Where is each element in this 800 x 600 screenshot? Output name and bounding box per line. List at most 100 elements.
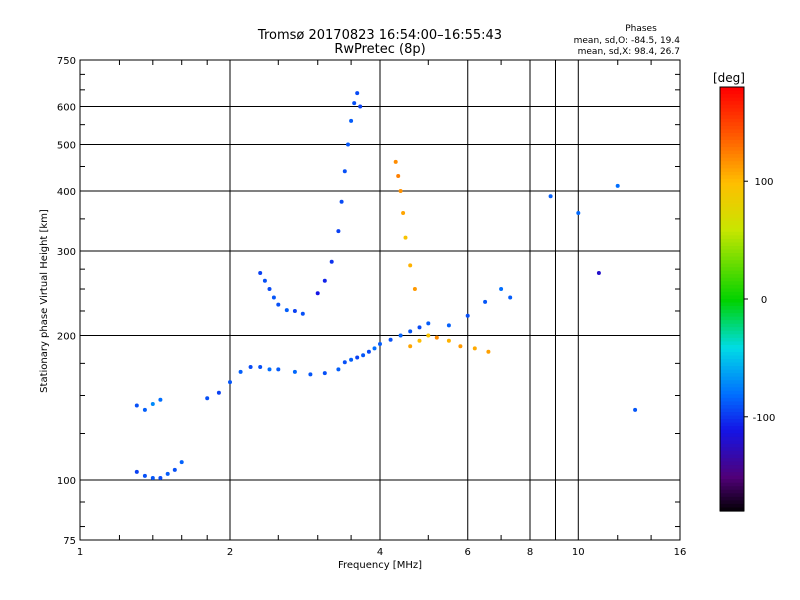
colorbar-segment — [720, 337, 744, 342]
data-point — [465, 313, 470, 318]
data-point — [408, 344, 413, 349]
y-tick-label: 600 — [57, 103, 76, 114]
chart-title: Tromsø 20170823 16:54:00–16:55:43 — [257, 28, 502, 43]
y-tick-label: 200 — [57, 332, 76, 343]
colorbar-segment — [720, 111, 744, 116]
data-point — [398, 333, 403, 338]
colorbar-segment — [720, 401, 744, 406]
data-point — [548, 194, 553, 199]
colorbar-segment — [720, 369, 744, 374]
colorbar-segment — [720, 299, 744, 304]
colorbar-segment — [720, 306, 744, 311]
data-point — [346, 142, 350, 147]
colorbar-tick-label: -100 — [753, 413, 776, 424]
colorbar-segment — [720, 465, 744, 470]
data-point — [349, 118, 354, 123]
colorbar-segment — [720, 288, 744, 293]
colorbar-segment — [720, 171, 744, 176]
colorbar-segment — [720, 482, 744, 487]
data-point — [446, 338, 451, 343]
x-tick-label: 2 — [227, 547, 233, 558]
data-point — [352, 101, 357, 106]
data-point — [355, 91, 360, 96]
colorbar-segment — [720, 150, 744, 155]
y-tick-label: 300 — [57, 247, 76, 258]
colorbar-segment — [720, 419, 744, 424]
colorbar-segment — [720, 327, 744, 332]
data-point — [172, 467, 177, 472]
colorbar-segment — [720, 362, 744, 367]
colorbar-segment — [720, 122, 744, 127]
y-tick-label: 75 — [63, 536, 76, 547]
colorbar-segment — [720, 397, 744, 403]
x-tick-label: 16 — [674, 547, 687, 558]
data-point — [633, 407, 638, 412]
colorbar-segment — [720, 87, 744, 92]
colorbar-segment — [720, 136, 744, 141]
colorbar-segment — [720, 161, 744, 166]
colorbar-segment — [720, 426, 744, 431]
data-point — [158, 397, 163, 402]
chart-subtitle: RwPretec (8p) — [334, 42, 425, 57]
data-point — [262, 278, 267, 283]
colorbar-segment — [720, 164, 744, 169]
colorbar-tick-label: 100 — [754, 177, 773, 188]
data-point — [408, 263, 413, 268]
data-points — [134, 91, 638, 480]
colorbar-segment — [720, 479, 744, 484]
colorbar-segment — [720, 193, 744, 198]
data-point — [434, 335, 439, 340]
colorbar-label: [deg] — [713, 71, 745, 85]
x-tick-label: 4 — [377, 547, 383, 558]
colorbar-segment — [720, 115, 744, 120]
data-point — [336, 367, 341, 372]
colorbar-segment — [720, 221, 744, 226]
data-point — [267, 367, 272, 372]
colorbar-segment — [720, 500, 744, 505]
x-tick-label: 1 — [77, 547, 83, 558]
colorbar-segment — [720, 348, 744, 353]
colorbar-segment — [720, 355, 744, 360]
data-point — [258, 271, 263, 275]
data-point — [361, 353, 366, 358]
colorbar-segment — [720, 440, 744, 445]
colorbar-segment — [720, 320, 744, 325]
colorbar-segment — [720, 235, 744, 240]
data-point — [150, 476, 155, 480]
x-axis-label: Frequency [MHz] — [338, 560, 422, 571]
data-point — [576, 211, 581, 215]
data-point — [271, 295, 276, 300]
colorbar-segment — [720, 380, 744, 385]
colorbar-segment — [720, 373, 744, 378]
colorbar-segment — [720, 450, 744, 456]
colorbar-segment — [720, 443, 744, 448]
colorbar-segment — [720, 461, 744, 466]
data-point — [179, 460, 184, 465]
colorbar-segment — [720, 185, 744, 191]
colorbar-segment — [720, 203, 744, 208]
colorbar-segment — [720, 344, 744, 350]
data-point — [276, 367, 281, 372]
data-point — [322, 371, 327, 376]
data-point — [472, 346, 477, 351]
y-axis-label: Stationary phase Virtual Height [km] — [39, 209, 50, 393]
colorbar-segment — [720, 390, 744, 395]
colorbar-segment — [720, 101, 744, 106]
colorbar-segment — [720, 468, 744, 473]
data-point — [408, 329, 413, 334]
colorbar-segment — [720, 281, 744, 286]
phases-title: Phases — [625, 24, 657, 34]
colorbar: 100 0 -100 — [719, 86, 776, 512]
colorbar-segment — [720, 309, 744, 314]
colorbar-segment — [720, 394, 744, 399]
colorbar-segment — [720, 436, 744, 441]
y-tick-label: 400 — [57, 187, 76, 198]
data-point — [355, 355, 360, 360]
colorbar-segment — [720, 313, 744, 318]
data-point — [300, 311, 305, 316]
data-point — [417, 325, 422, 330]
data-point — [292, 369, 297, 374]
data-point — [315, 291, 320, 296]
colorbar-segment — [720, 412, 744, 417]
